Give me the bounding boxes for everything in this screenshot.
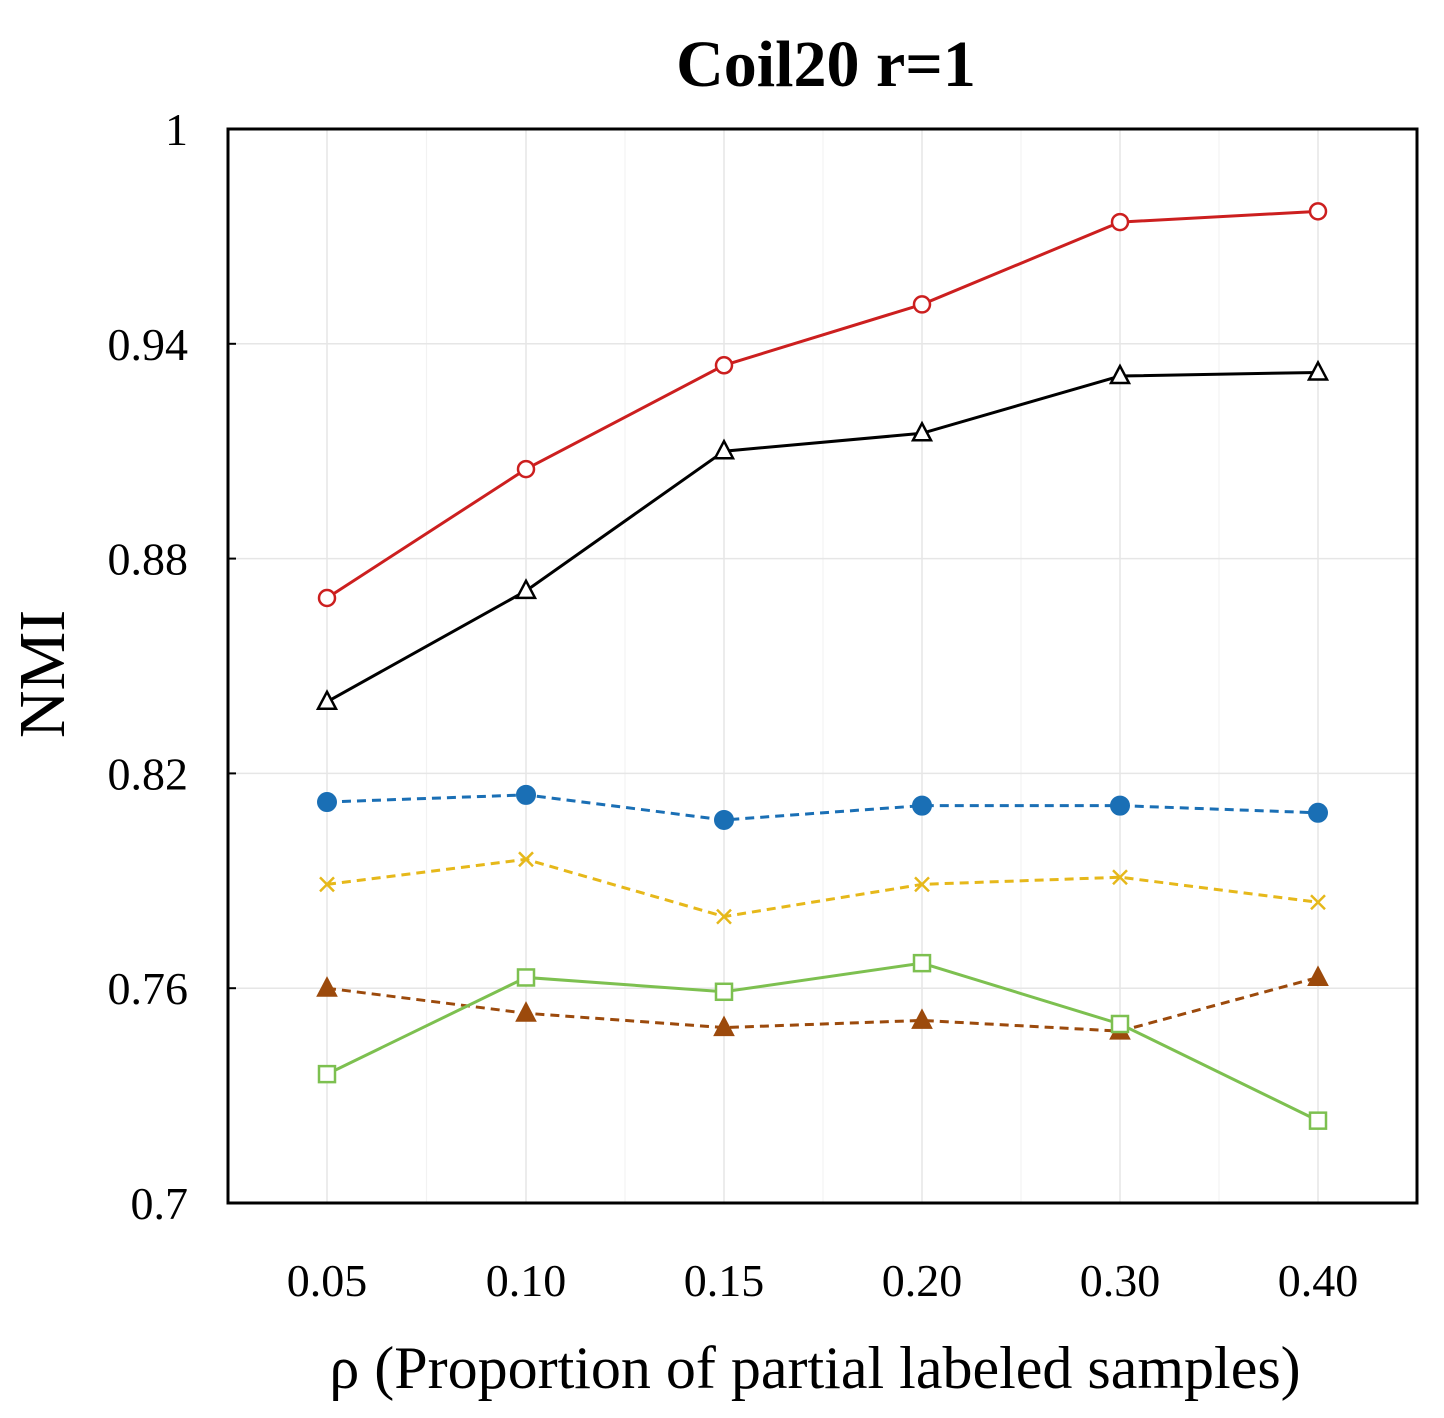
y-tick-label: 1 bbox=[165, 104, 188, 155]
y-axis-label: NMI bbox=[6, 610, 79, 738]
data-point-green-square bbox=[317, 1064, 337, 1084]
x-marker-stroke bbox=[914, 876, 930, 893]
data-point-brown-triangle bbox=[1307, 965, 1329, 986]
data-point-green-square bbox=[714, 982, 734, 1002]
data-point-yellow-x bbox=[1310, 894, 1326, 911]
data-point-brown-triangle bbox=[316, 976, 338, 997]
data-point-blue-dot bbox=[1110, 795, 1130, 816]
x-tick-label: 0.20 bbox=[882, 1255, 963, 1306]
series-red-circle bbox=[317, 202, 1328, 608]
data-point-green-square bbox=[1308, 1111, 1328, 1130]
data-point-yellow-x bbox=[914, 876, 930, 893]
data-point-brown-triangle bbox=[713, 1015, 735, 1037]
series-yellow-x bbox=[319, 851, 1326, 925]
series-brown-triangle bbox=[316, 965, 1329, 1040]
x-marker-stroke bbox=[1112, 869, 1128, 886]
data-point-blue-dot bbox=[714, 809, 734, 830]
data-point-red-circle bbox=[1308, 202, 1328, 221]
data-point-red-circle bbox=[516, 459, 536, 479]
data-point-black-triangle bbox=[514, 578, 538, 600]
data-point-green-square bbox=[1110, 1014, 1130, 1034]
x-axis-ticks: 0.05 0.10 0.15 0.20 0.30 0.40 bbox=[287, 1255, 1359, 1306]
data-point-yellow-x bbox=[716, 908, 732, 925]
data-point-black-triangle bbox=[1108, 363, 1132, 385]
series-line-red-circle bbox=[326, 209, 1319, 600]
data-point-red-circle bbox=[912, 295, 932, 314]
series-line-black-triangle bbox=[326, 370, 1319, 704]
y-tick-label: 0.88 bbox=[108, 534, 189, 585]
data-point-black-triangle bbox=[910, 420, 934, 442]
grid bbox=[228, 128, 1417, 1204]
x-marker-stroke bbox=[1310, 894, 1326, 911]
data-point-blue-dot bbox=[912, 795, 932, 816]
chart-title: Coil20 r=1 bbox=[676, 28, 976, 101]
data-point-yellow-x bbox=[518, 851, 534, 868]
x-tick-label: 0.30 bbox=[1080, 1255, 1161, 1306]
series-group bbox=[315, 202, 1330, 1130]
plot-area-frame bbox=[226, 127, 1419, 1205]
data-point-brown-triangle bbox=[911, 1008, 933, 1029]
x-tick-label: 0.10 bbox=[486, 1255, 567, 1306]
data-point-brown-triangle bbox=[515, 1001, 537, 1022]
series-line-brown-triangle bbox=[326, 976, 1319, 1033]
series-black-triangle bbox=[315, 359, 1330, 711]
y-axis-ticks: 0.7 0.76 0.82 0.88 0.94 1 bbox=[108, 104, 236, 1229]
data-point-yellow-x bbox=[1112, 869, 1128, 886]
series-blue-dot bbox=[317, 784, 1328, 830]
data-point-red-circle bbox=[1110, 212, 1130, 232]
data-point-black-triangle bbox=[1306, 359, 1330, 381]
data-point-blue-dot bbox=[317, 792, 337, 813]
data-point-green-square bbox=[912, 953, 932, 973]
series-line-blue-dot bbox=[326, 793, 1319, 822]
x-marker-stroke bbox=[716, 908, 732, 925]
data-point-black-triangle bbox=[712, 438, 736, 460]
x-marker-stroke bbox=[319, 876, 335, 893]
data-point-blue-dot bbox=[516, 784, 536, 805]
y-tick-label: 0.82 bbox=[108, 748, 189, 799]
x-tick-label: 0.40 bbox=[1278, 1255, 1359, 1306]
series-line-yellow-x bbox=[326, 857, 1319, 919]
x-marker-stroke bbox=[518, 851, 534, 868]
data-point-blue-dot bbox=[1308, 802, 1328, 823]
x-tick-label: 0.05 bbox=[287, 1255, 368, 1306]
series-green-square bbox=[317, 953, 1328, 1130]
data-point-black-triangle bbox=[315, 689, 339, 711]
y-tick-label: 0.76 bbox=[108, 963, 189, 1014]
x-tick-label: 0.15 bbox=[684, 1255, 765, 1306]
data-point-yellow-x bbox=[319, 876, 335, 893]
series-line-green-square bbox=[326, 961, 1319, 1123]
y-tick-label: 0.94 bbox=[108, 319, 189, 370]
data-point-red-circle bbox=[714, 356, 734, 375]
data-point-green-square bbox=[516, 968, 536, 987]
x-axis-label: ρ (Proportion of partial labeled samples… bbox=[329, 1335, 1300, 1401]
y-tick-label: 0.7 bbox=[131, 1178, 189, 1229]
data-point-red-circle bbox=[317, 588, 337, 608]
